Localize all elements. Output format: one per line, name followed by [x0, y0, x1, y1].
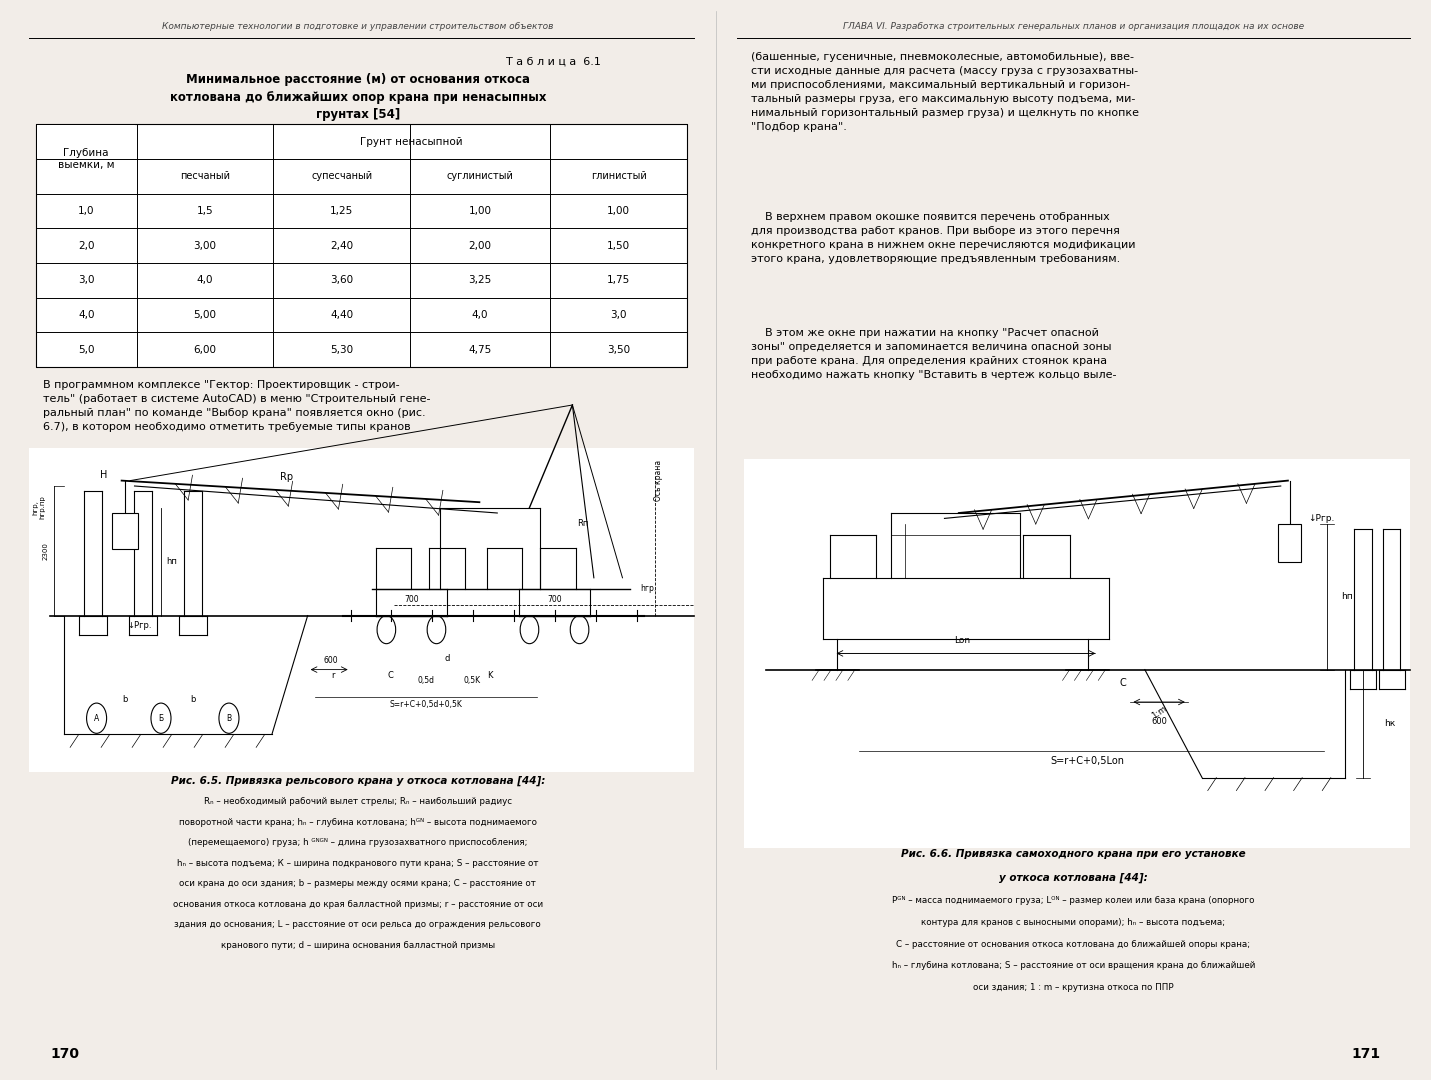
Text: глинистый: глинистый [591, 172, 647, 181]
Text: 2300: 2300 [41, 542, 49, 559]
Text: 3,00: 3,00 [193, 241, 216, 251]
Text: Rр: Rр [279, 472, 293, 483]
Text: Компьютерные технологии в подготовке и управлении строительством объектов: Компьютерные технологии в подготовке и у… [162, 23, 554, 31]
Text: H: H [100, 470, 107, 481]
Text: S=r+C+0,5Lon: S=r+C+0,5Lon [1050, 756, 1125, 767]
Text: Рис. 6.6. Привязка самоходного крана при его установке: Рис. 6.6. Привязка самоходного крана при… [902, 849, 1245, 859]
Text: 4,75: 4,75 [468, 345, 492, 355]
Bar [29, 448, 694, 772]
Text: Глубина
выемки, м: Глубина выемки, м [59, 148, 114, 170]
Text: грунтах [54]: грунтах [54] [316, 108, 399, 121]
Text: b: b [123, 696, 127, 704]
Bar [37, 124, 136, 159]
Bar [36, 124, 687, 367]
Text: r: r [331, 671, 335, 679]
Text: 3,0: 3,0 [77, 275, 94, 285]
Text: 600: 600 [323, 657, 338, 665]
Text: 0,5K: 0,5K [464, 676, 481, 685]
Text: Rп: Rп [578, 519, 588, 528]
Text: поворотной части крана; hₙ – глубина котлована; hᴳᴺ – высота поднимаемого: поворотной части крана; hₙ – глубина кот… [179, 818, 537, 826]
Text: В: В [226, 714, 232, 723]
Text: суглинистый: суглинистый [446, 172, 514, 181]
Text: 700: 700 [404, 595, 419, 604]
Text: 1,25: 1,25 [331, 206, 353, 216]
Text: Грунт ненасыпной: Грунт ненасыпной [361, 136, 464, 147]
Bar [1278, 524, 1301, 562]
Text: ↓Pгр.: ↓Pгр. [127, 621, 152, 630]
Text: 1,0: 1,0 [77, 206, 94, 216]
Text: 3,0: 3,0 [610, 310, 627, 320]
Text: котлована до ближайших опор крана при ненасыпных: котлована до ближайших опор крана при не… [169, 91, 547, 104]
Bar [112, 513, 139, 549]
Text: 4,0: 4,0 [197, 275, 213, 285]
Text: контура для кранов с выносными опорами); hₙ – высота подъема;: контура для кранов с выносными опорами);… [922, 918, 1225, 927]
Text: 1:m: 1:m [1151, 704, 1168, 721]
Text: hк: hк [1385, 719, 1395, 728]
Bar [744, 459, 1410, 848]
Text: 6,00: 6,00 [193, 345, 216, 355]
Text: ГЛАВА VI. Разработка строительных генеральных планов и организация площадок на и: ГЛАВА VI. Разработка строительных генера… [843, 23, 1304, 31]
Text: hₙ – высота подъема; К – ширина подкранового пути крана; S – расстояние от: hₙ – высота подъема; К – ширина подкрано… [177, 859, 538, 867]
Text: 5,00: 5,00 [193, 310, 216, 320]
Text: оси крана до оси здания; b – размеры между осями крана; С – расстояние от: оси крана до оси здания; b – размеры меж… [179, 879, 537, 888]
Text: ↓Pгр.: ↓Pгр. [1308, 514, 1334, 523]
Text: 4,0: 4,0 [472, 310, 488, 320]
Text: у откоса котлована [44]:: у откоса котлована [44]: [999, 873, 1148, 883]
Text: 0,5d: 0,5d [418, 676, 434, 685]
Text: 3,60: 3,60 [331, 275, 353, 285]
Text: K: K [488, 671, 492, 679]
Text: hгр,
hгр.пр: hгр, hгр.пр [33, 496, 46, 519]
Text: супесчаный: супесчаный [311, 172, 372, 181]
Text: 600: 600 [1151, 717, 1168, 726]
Text: Pᴳᴺ – масса поднимаемого груза; Lᴼᴺ – размер колеи или база крана (опорного: Pᴳᴺ – масса поднимаемого груза; Lᴼᴺ – ра… [892, 896, 1255, 905]
Text: основания откоса котлована до края балластной призмы; r – расстояние от оси: основания откоса котлована до края балла… [173, 900, 542, 908]
Text: 1,00: 1,00 [469, 206, 492, 216]
Text: 4,40: 4,40 [331, 310, 353, 320]
Text: С – расстояние от основания откоса котлована до ближайшей опоры крана;: С – расстояние от основания откоса котло… [896, 940, 1251, 948]
Text: Ось крана: Ось крана [654, 460, 663, 501]
Text: Lon: Lon [954, 636, 970, 645]
Text: C: C [386, 671, 394, 679]
Text: В этом же окне при нажатии на кнопку "Расчет опасной
зоны" определяется и запоми: В этом же окне при нажатии на кнопку "Ра… [751, 328, 1116, 380]
Text: 5,0: 5,0 [77, 345, 94, 355]
Text: 2,00: 2,00 [469, 241, 492, 251]
Text: 1,75: 1,75 [607, 275, 630, 285]
Text: 4,0: 4,0 [77, 310, 94, 320]
Text: Rₙ – необходимый рабочий вылет стрелы; Rₙ – наибольший радиус: Rₙ – необходимый рабочий вылет стрелы; R… [203, 797, 512, 806]
Text: 700: 700 [547, 595, 562, 604]
Text: Т а б л и ц а  6.1: Т а б л и ц а 6.1 [507, 56, 601, 66]
Text: hп: hп [1342, 592, 1354, 602]
Text: (башенные, гусеничные, пневмоколесные, автомобильные), вве-
сти исходные данные : (башенные, гусеничные, пневмоколесные, а… [751, 52, 1139, 132]
Text: 5,30: 5,30 [331, 345, 353, 355]
Text: 1,5: 1,5 [196, 206, 213, 216]
Text: оси здания; 1 : m – крутизна откоса по ППР: оси здания; 1 : m – крутизна откоса по П… [973, 983, 1173, 991]
Text: hп: hп [166, 557, 177, 566]
Text: hₙ – глубина котлована; S – расстояние от оси вращения крана до ближайшей: hₙ – глубина котлована; S – расстояние о… [892, 961, 1255, 970]
Text: 3,50: 3,50 [607, 345, 630, 355]
Text: В верхнем правом окошке появится перечень отобранных
для производства работ кран: В верхнем правом окошке появится перечен… [751, 212, 1136, 264]
Text: S=r+C+0,5d+0,5K: S=r+C+0,5d+0,5K [389, 700, 462, 708]
Text: кранового пути; d – ширина основания балластной призмы: кранового пути; d – ширина основания бал… [220, 941, 495, 949]
Text: hгр.: hгр. [641, 584, 657, 593]
Text: (перемещаемого) груза; h ᴳᴺᴳᴺ – длина грузозахватного приспособления;: (перемещаемого) груза; h ᴳᴺᴳᴺ – длина гр… [187, 838, 528, 847]
Text: Минимальное расстояние (м) от основания откоса: Минимальное расстояние (м) от основания … [186, 73, 529, 86]
Text: 170: 170 [50, 1047, 79, 1061]
Text: песчаный: песчаный [180, 172, 230, 181]
Text: здания до основания; L – расстояние от оси рельса до ограждения рельсового: здания до основания; L – расстояние от о… [175, 920, 541, 929]
Text: 2,40: 2,40 [331, 241, 353, 251]
Text: 2,0: 2,0 [77, 241, 94, 251]
Text: 1,50: 1,50 [607, 241, 630, 251]
Text: А: А [94, 714, 99, 723]
Text: C: C [1120, 677, 1126, 688]
Text: b: b [190, 696, 196, 704]
Text: 171: 171 [1352, 1047, 1381, 1061]
Text: Рис. 6.5. Привязка рельсового крана у откоса котлована [44]:: Рис. 6.5. Привязка рельсового крана у от… [170, 775, 545, 786]
Text: 1,00: 1,00 [607, 206, 630, 216]
Text: В программном комплексе "Гектор: Проектировщик - строи-
тель" (работает в систем: В программном комплексе "Гектор: Проекти… [43, 380, 431, 432]
Text: 3,25: 3,25 [468, 275, 492, 285]
Text: Б: Б [159, 714, 163, 723]
Text: d: d [445, 654, 449, 663]
